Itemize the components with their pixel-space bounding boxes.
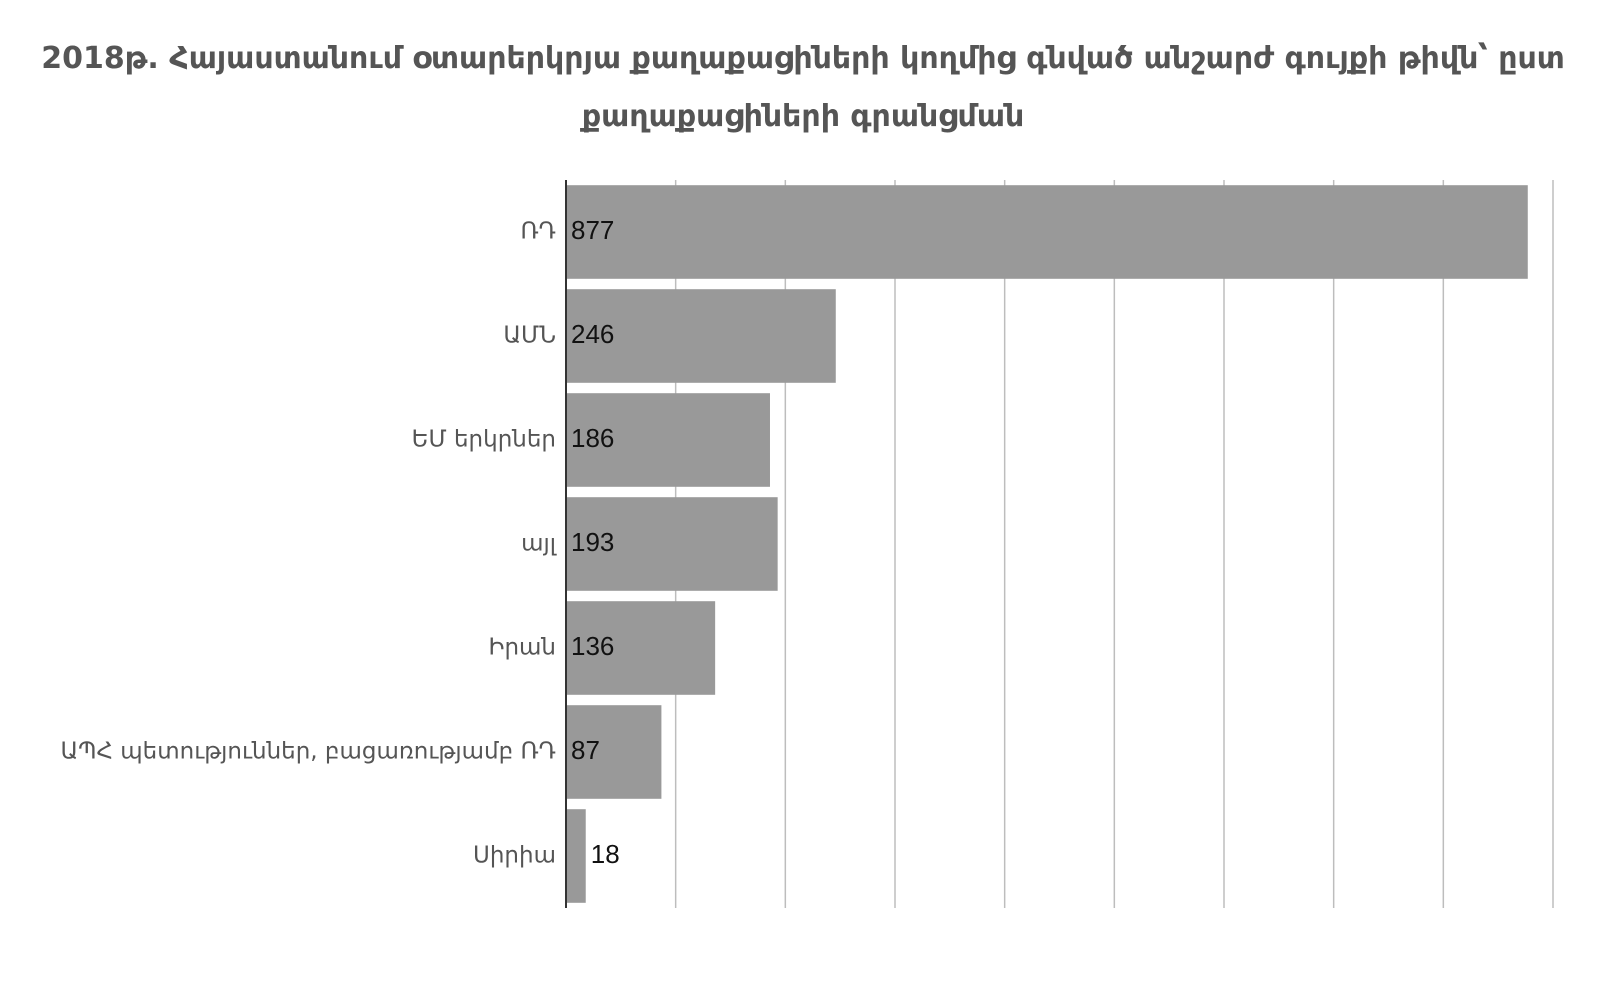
category-label: Իրան [489,635,556,661]
value-label: 877 [571,215,614,245]
category-label: ԱՄՆ [503,323,556,349]
category-label: Սիրիա [473,843,556,869]
bar [566,289,836,383]
grid-lines [674,180,1554,908]
value-label: 136 [571,631,614,661]
chart-title: 2018թ. Հայաստանում օտարերկրյա քաղաքացինե… [41,41,1565,134]
labels: ՌԴ 877 ԱՄՆ 246 ԵՄ երկրներ 186 այլ 193 Իրան 136 ԱՊՀ… [60,215,619,869]
bar [566,393,770,487]
bar [566,705,662,799]
value-label: 186 [571,423,614,453]
value-label: 87 [571,735,600,765]
bar [566,809,586,903]
category-label: ԱՊՀ պետություններ, բացառությամբ ՌԴ [60,739,556,765]
value-label: 193 [571,527,614,557]
bar [566,185,1528,279]
bar [566,497,778,591]
category-label: ՌԴ [520,219,556,245]
category-label: այլ [521,531,557,557]
bar [566,601,716,695]
value-label: 246 [571,319,614,349]
value-label: 18 [591,839,620,869]
bars [566,185,1528,903]
category-label: ԵՄ երկրներ [412,427,556,453]
